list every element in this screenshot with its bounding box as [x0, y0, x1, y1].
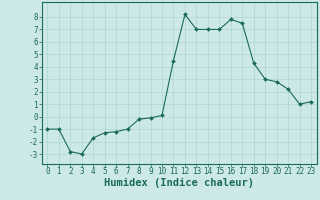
- X-axis label: Humidex (Indice chaleur): Humidex (Indice chaleur): [104, 178, 254, 188]
